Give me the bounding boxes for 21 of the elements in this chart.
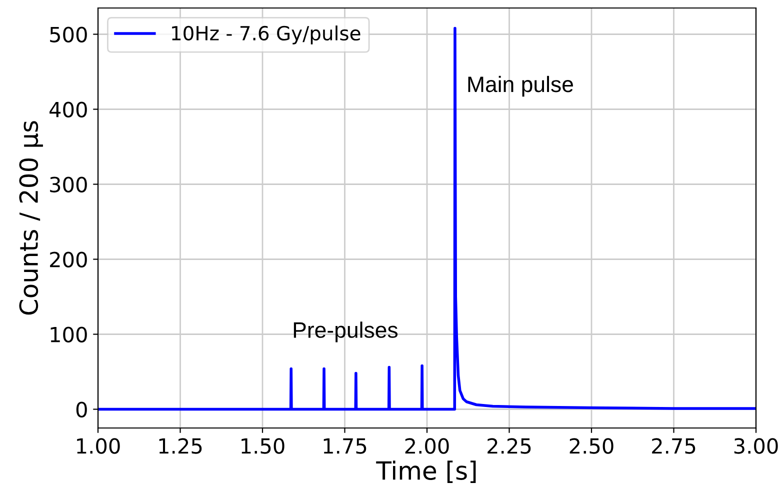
- y-tick-label: 300: [50, 176, 87, 192]
- line-series: [98, 26, 756, 411]
- y-axis-title: Counts / 200 μs: [19, 121, 43, 315]
- y-tick-label: 200: [50, 252, 87, 268]
- y-tick-label: 100: [50, 326, 87, 342]
- x-tick-label: 3.00: [734, 438, 778, 454]
- x-axis-title: Time [s]: [376, 460, 476, 483]
- x-tick-label: 2.00: [405, 438, 449, 454]
- legend-label: 10Hz - 7.6 Gy/pulse: [172, 26, 360, 44]
- y-tick-label: 0: [76, 402, 87, 418]
- x-tick-label: 2.25: [488, 438, 531, 454]
- y-tick-label: 500: [50, 26, 87, 42]
- x-tick-label: 1.50: [242, 438, 284, 454]
- annotation: Main pulse: [468, 76, 573, 97]
- y-tick-label: 400: [50, 102, 87, 118]
- x-tick-label: 1.00: [77, 438, 120, 454]
- x-tick-label: 1.75: [324, 438, 366, 454]
- x-tick-label: 2.50: [570, 438, 614, 454]
- annotation: Pre-pulses: [294, 322, 398, 342]
- x-tick-label: 1.25: [159, 438, 202, 454]
- x-tick-label: 2.75: [652, 438, 696, 454]
